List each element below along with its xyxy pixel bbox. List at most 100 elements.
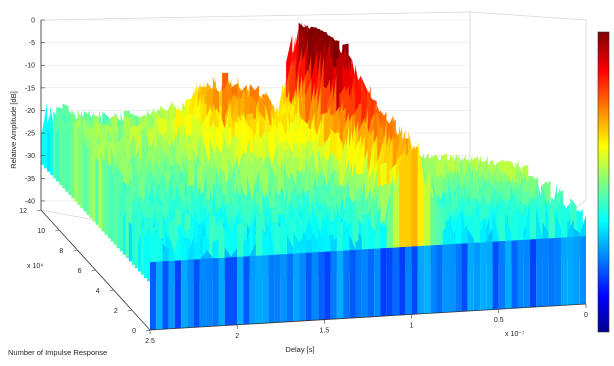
surface-strip — [424, 172, 431, 269]
surface-skirt — [505, 240, 512, 309]
surface-skirt — [150, 261, 157, 330]
surface-skirt — [168, 260, 175, 329]
surface-skirt — [274, 254, 281, 323]
surface-skirt — [287, 253, 294, 322]
surface-strip — [386, 176, 393, 271]
x-tick-label: 1.5 — [320, 328, 330, 335]
surface-skirt — [212, 258, 219, 327]
surface-strip — [392, 170, 400, 271]
surface-skirt — [162, 261, 169, 330]
y-tick-mark — [55, 229, 60, 232]
y-tick-mark — [36, 209, 42, 212]
x-tick-label: 2 — [235, 333, 239, 340]
y-tick-label: 10 — [37, 228, 45, 235]
surface-skirt — [399, 246, 406, 316]
surface-skirt — [355, 249, 362, 318]
surface-skirt — [548, 238, 555, 307]
surface-skirt — [174, 260, 182, 329]
colorbar — [597, 31, 610, 333]
surface-skirt — [417, 245, 425, 314]
surface-skirt — [561, 237, 568, 306]
z-tick-label: 0 — [31, 18, 35, 25]
surface-skirt — [542, 238, 549, 307]
x-axis-label: Delay [s] — [285, 345, 314, 354]
surface-skirt — [187, 259, 194, 328]
x-tick-label: 1 — [410, 322, 414, 329]
surface-skirt — [467, 242, 474, 312]
surface-strip — [411, 145, 418, 270]
surface-skirt — [255, 255, 263, 324]
surface-skirt — [199, 258, 207, 327]
surface-skirt — [343, 250, 350, 319]
surface-skirt — [249, 255, 256, 325]
surface-skirt — [293, 253, 300, 322]
surface-skirt — [268, 254, 275, 323]
x-tick-label: 2.5 — [145, 338, 155, 345]
z-tick-label: -25 — [25, 131, 35, 138]
x-tick-label: 0 — [584, 312, 588, 319]
surface-skirt — [386, 247, 393, 316]
z-tick-label: -15 — [25, 85, 35, 92]
y-exponent-label: x 10⁴ — [27, 263, 43, 270]
surface-skirt — [492, 241, 499, 310]
surface-skirt — [411, 246, 418, 315]
surface-skirt — [311, 252, 319, 321]
surface-mesh — [41, 22, 586, 330]
y-axis-ticks: 0 2 4 6 8 10 12 — [19, 208, 151, 335]
surface-skirt — [392, 247, 400, 316]
surface-strip — [417, 140, 425, 269]
surface-skirt — [579, 236, 586, 305]
surface-skirt — [262, 255, 269, 324]
surface-skirt — [330, 251, 337, 320]
surface-skirt — [424, 245, 431, 314]
surface-skirt — [206, 258, 213, 327]
surface-skirt — [224, 257, 231, 326]
surface-skirt — [517, 239, 524, 309]
surface-skirt — [156, 261, 163, 330]
y-tick-mark — [127, 309, 132, 312]
surface-skirt — [461, 243, 468, 312]
surface-skirt — [280, 254, 287, 323]
surface-skirt — [361, 249, 368, 318]
surface-skirt — [374, 248, 381, 317]
surface-skirt — [218, 257, 225, 326]
y-tick-mark — [145, 329, 151, 332]
y-tick-label: 12 — [19, 208, 27, 215]
y-tick-label: 8 — [59, 248, 63, 255]
surface-skirt — [523, 239, 530, 308]
x-axis-ticks: 2.5 2 1.5 1 0.5 0 — [145, 304, 588, 345]
surface-skirt — [554, 237, 562, 306]
z-tick-label: -5 — [29, 40, 35, 47]
surface-skirt — [449, 243, 456, 313]
surface-skirt — [473, 242, 481, 311]
y-tick-label: 2 — [114, 308, 118, 315]
z-axis-label: Relative Amplitude [dB] — [9, 91, 18, 169]
surface-skirt — [536, 238, 543, 307]
surface-skirt — [573, 236, 580, 305]
y-tick-mark — [73, 249, 78, 252]
z-tick-label: -40 — [25, 198, 35, 205]
surface-skirt — [305, 252, 312, 321]
surface-skirt — [567, 236, 574, 306]
z-tick-label: -20 — [25, 108, 35, 115]
surface-skirt — [405, 246, 412, 315]
surface-skirt — [529, 239, 537, 308]
surface-skirt — [442, 244, 449, 313]
x-axis-line — [149, 303, 587, 331]
surface-skirt — [368, 248, 375, 317]
z-axis-ticks: 0 -5 -10 -15 -20 -25 -30 -35 -40 — [25, 18, 45, 205]
z-tick-label: -30 — [25, 153, 35, 160]
y-tick-label: 6 — [78, 268, 82, 275]
y-tick-mark — [91, 269, 96, 272]
z-tick-label: -35 — [25, 176, 35, 183]
surface-strip — [405, 154, 412, 270]
surface-skirt — [193, 259, 200, 328]
y-tick-mark — [109, 289, 114, 292]
surface-strip — [399, 144, 406, 270]
surface-skirt — [480, 242, 487, 311]
surface-skirt — [430, 245, 437, 314]
surface-skirt — [349, 249, 356, 319]
surface-skirt — [511, 240, 518, 309]
